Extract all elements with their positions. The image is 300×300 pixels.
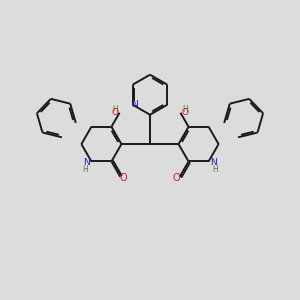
Text: O: O: [173, 173, 181, 183]
Text: H: H: [112, 105, 118, 114]
Text: N: N: [210, 158, 217, 167]
Text: O: O: [182, 108, 189, 117]
Text: H: H: [212, 165, 218, 174]
Text: O: O: [111, 108, 118, 117]
Text: H: H: [82, 165, 88, 174]
Text: O: O: [119, 173, 127, 183]
Text: N: N: [131, 100, 137, 109]
Text: N: N: [83, 158, 90, 167]
Text: H: H: [182, 105, 188, 114]
